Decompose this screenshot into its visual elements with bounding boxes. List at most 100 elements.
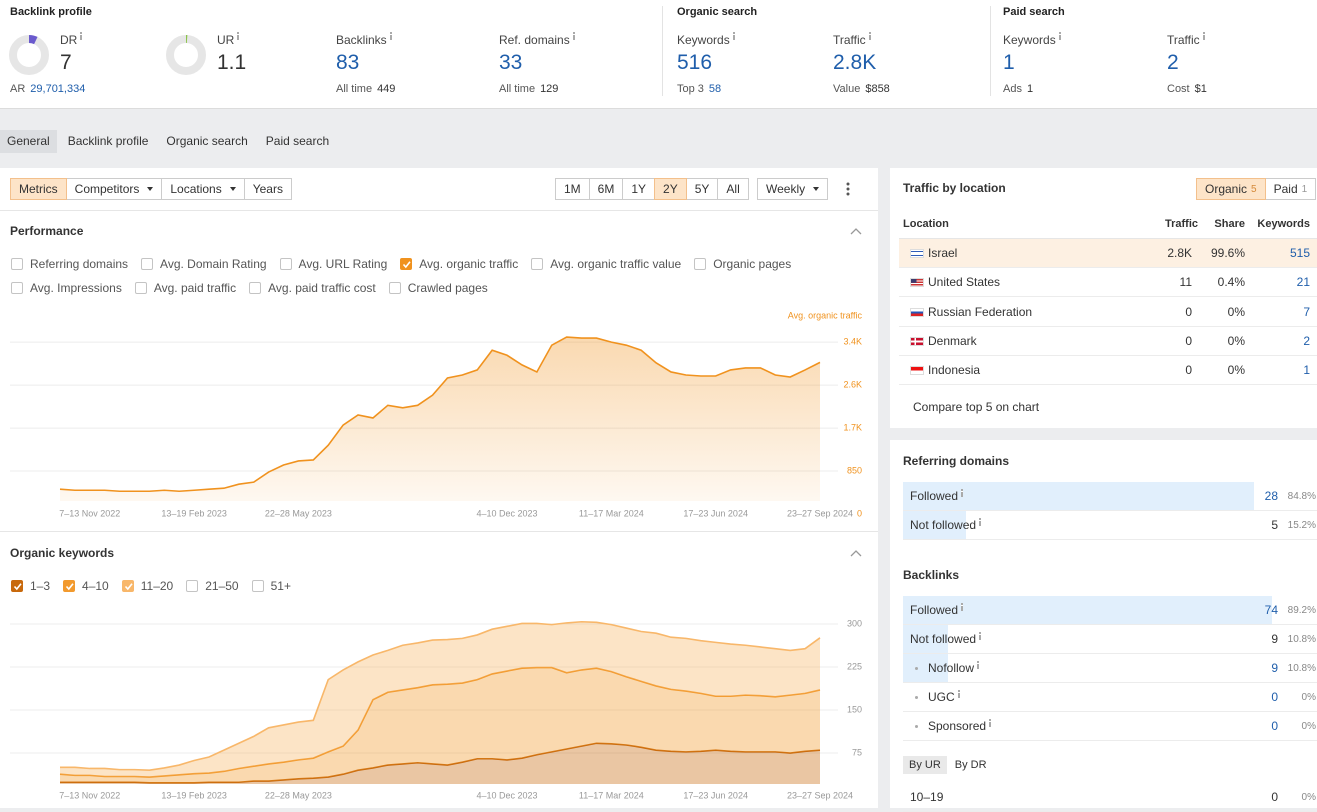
row-count[interactable]: 28 xyxy=(1264,489,1278,503)
distribution-tab[interactable]: By UR xyxy=(903,756,947,774)
keywords-cell[interactable]: 515 xyxy=(1289,246,1310,260)
collapse-toggle[interactable] xyxy=(850,549,862,557)
checkbox[interactable] xyxy=(134,282,147,294)
keywords-cell[interactable]: 21 xyxy=(1296,275,1310,290)
metric-toggle[interactable]: Avg. organic traffic value xyxy=(531,257,681,271)
metric-value[interactable]: 33 xyxy=(499,51,523,74)
x-tick-label: 22–28 May 2023 xyxy=(265,508,332,518)
share-bar xyxy=(903,596,1273,624)
distribution-tab[interactable]: By DR xyxy=(954,759,987,771)
menu-dot xyxy=(846,182,850,186)
checkbox[interactable] xyxy=(400,258,413,270)
metric-value[interactable]: 83 xyxy=(336,51,360,74)
donut xyxy=(9,35,49,75)
collapse-toggle[interactable] xyxy=(850,227,862,235)
toggle-button[interactable]: Organic 5 xyxy=(1196,178,1266,200)
tab[interactable]: Paid search xyxy=(265,134,330,148)
row-count[interactable]: 9 xyxy=(1271,661,1278,675)
checkbox[interactable] xyxy=(251,580,264,592)
filter-toggle[interactable]: 51+ xyxy=(251,579,291,593)
metric-toggle[interactable]: Organic pages xyxy=(694,257,791,271)
button-label: Metrics xyxy=(19,182,58,196)
checkbox[interactable] xyxy=(121,580,134,592)
info-icon xyxy=(979,634,982,640)
range-button[interactable]: 6M xyxy=(588,178,624,200)
charts: 0 850 1.7K 2.6K 3.4K 7–13 Nov 2022 13–19 Feb 2… xyxy=(10,310,862,800)
section-title: Paid search xyxy=(1003,6,1065,18)
plot-area xyxy=(59,336,821,501)
metric-toggle-label: Avg. organic traffic value xyxy=(550,257,682,271)
checkbox[interactable] xyxy=(141,258,154,270)
metric-value[interactable]: 516 xyxy=(677,51,713,74)
interval-select[interactable]: Weekly xyxy=(757,178,829,200)
range-button[interactable]: 2Y xyxy=(654,178,687,200)
range-button[interactable]: 1M xyxy=(555,178,590,200)
row-count[interactable]: 0 xyxy=(1271,690,1278,704)
checkbox[interactable] xyxy=(11,258,23,270)
toolbar-button[interactable]: Years xyxy=(243,178,292,200)
flag xyxy=(910,278,924,288)
keywords-cell[interactable]: 1 xyxy=(1303,363,1310,378)
metric-value[interactable]: 2 xyxy=(1167,51,1179,74)
toggle: Organic 5 Paid 1 xyxy=(1196,178,1317,200)
metric-toggle[interactable]: Crawled pages xyxy=(388,281,488,295)
range-button[interactable]: All xyxy=(717,178,749,200)
bullet xyxy=(915,725,918,728)
checkbox[interactable] xyxy=(694,258,707,270)
filter-toggle[interactable]: 21–50 xyxy=(186,579,239,593)
checkbox[interactable] xyxy=(11,580,23,592)
country: Denmark xyxy=(928,333,977,348)
metric-label: Traffic xyxy=(833,33,871,47)
metric-toggle[interactable]: Avg. organic traffic xyxy=(400,257,518,271)
toolbar-button[interactable]: Metrics xyxy=(10,178,67,200)
header xyxy=(0,0,1317,109)
filter-toggle[interactable]: 11–20 xyxy=(121,579,173,593)
metric-toggle[interactable]: Referring domains xyxy=(11,257,128,271)
range-button[interactable]: 1Y xyxy=(622,178,656,200)
sub-value: $858 xyxy=(865,83,890,95)
series-line xyxy=(60,742,821,784)
checkbox[interactable] xyxy=(388,282,401,294)
checkbox[interactable] xyxy=(63,580,76,592)
filter-toggle[interactable]: 1–3 xyxy=(11,579,50,593)
checkbox[interactable] xyxy=(531,258,544,270)
row-count[interactable]: 74 xyxy=(1264,603,1278,617)
traffic-cell: 0 xyxy=(1185,304,1192,319)
tab[interactable]: General xyxy=(0,130,57,153)
row-count[interactable]: 0 xyxy=(1271,719,1278,733)
range-button[interactable]: 5Y xyxy=(685,178,719,200)
sub-value[interactable]: 58 xyxy=(708,83,722,95)
y-tick-label: 1.7K xyxy=(843,422,862,432)
filter-label: 21–50 xyxy=(205,579,239,593)
checkbox[interactable] xyxy=(186,580,199,592)
metric-toggle[interactable]: Avg. paid traffic xyxy=(134,281,236,295)
toolbar-button[interactable]: Competitors xyxy=(65,178,163,200)
sub-label: All time xyxy=(336,83,373,95)
keywords-cell[interactable]: 2 xyxy=(1303,333,1310,348)
column-header: Location xyxy=(903,218,949,230)
metric-name: Keywords xyxy=(1003,33,1056,47)
tab[interactable]: Backlink profile xyxy=(67,134,149,148)
donut-arc xyxy=(9,35,49,75)
traffic-cell: 2.8K xyxy=(1167,246,1192,260)
filter-toggle[interactable]: 4–10 xyxy=(63,579,109,593)
checkbox[interactable] xyxy=(11,282,23,294)
toggle-button[interactable]: Paid 1 xyxy=(1264,178,1317,200)
keywords-cell[interactable]: 7 xyxy=(1303,304,1310,319)
mode-group: Metrics Competitors Locations Years xyxy=(10,178,292,200)
metric-toggle[interactable]: Avg. URL Rating xyxy=(279,257,387,271)
metric-value[interactable]: 1 xyxy=(1003,51,1015,74)
compare-link[interactable]: Compare top 5 on chart xyxy=(913,400,1040,414)
row-label: 10–19 xyxy=(910,790,944,804)
bullet xyxy=(915,667,918,670)
sub-value[interactable]: 29,701,334 xyxy=(30,83,86,95)
checkbox[interactable] xyxy=(249,282,262,294)
metric-toggle[interactable]: Avg. paid traffic cost xyxy=(249,281,376,295)
x-tick-label: 4–10 Dec 2023 xyxy=(477,790,538,800)
metric-value[interactable]: 2.8K xyxy=(833,51,877,74)
metric-toggle[interactable]: Avg. Domain Rating xyxy=(141,257,267,271)
checkbox[interactable] xyxy=(279,258,292,270)
tab[interactable]: Organic search xyxy=(166,134,248,148)
toolbar-button[interactable]: Locations xyxy=(161,178,245,200)
metric-toggle[interactable]: Avg. Impressions xyxy=(11,281,122,295)
